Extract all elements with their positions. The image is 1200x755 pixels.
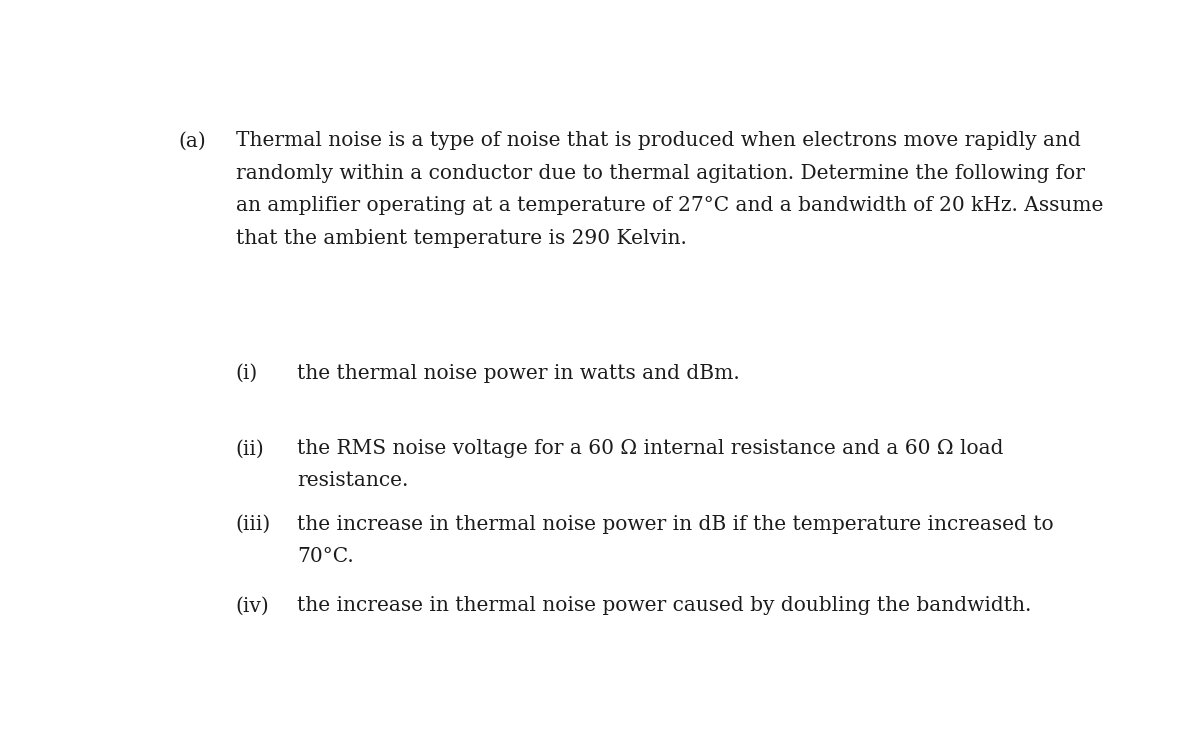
Text: Thermal noise is a type of noise that is produced when electrons move rapidly an: Thermal noise is a type of noise that is… xyxy=(235,131,1080,150)
Text: an amplifier operating at a temperature of 27°C and a bandwidth of 20 kHz. Assum: an amplifier operating at a temperature … xyxy=(235,196,1103,215)
Text: (a): (a) xyxy=(178,131,205,150)
Text: (iv): (iv) xyxy=(235,596,269,615)
Text: (ii): (ii) xyxy=(235,439,264,458)
Text: randomly within a conductor due to thermal agitation. Determine the following fo: randomly within a conductor due to therm… xyxy=(235,164,1085,183)
Text: resistance.: resistance. xyxy=(296,471,408,491)
Text: that the ambient temperature is 290 Kelvin.: that the ambient temperature is 290 Kelv… xyxy=(235,229,686,248)
Text: the RMS noise voltage for a 60 Ω internal resistance and a 60 Ω load: the RMS noise voltage for a 60 Ω interna… xyxy=(296,439,1003,458)
Text: 70°C.: 70°C. xyxy=(296,547,354,566)
Text: (iii): (iii) xyxy=(235,515,271,534)
Text: (i): (i) xyxy=(235,364,258,383)
Text: the increase in thermal noise power caused by doubling the bandwidth.: the increase in thermal noise power caus… xyxy=(296,596,1031,615)
Text: the increase in thermal noise power in dB if the temperature increased to: the increase in thermal noise power in d… xyxy=(296,515,1054,534)
Text: the thermal noise power in watts and dBm.: the thermal noise power in watts and dBm… xyxy=(296,364,739,383)
